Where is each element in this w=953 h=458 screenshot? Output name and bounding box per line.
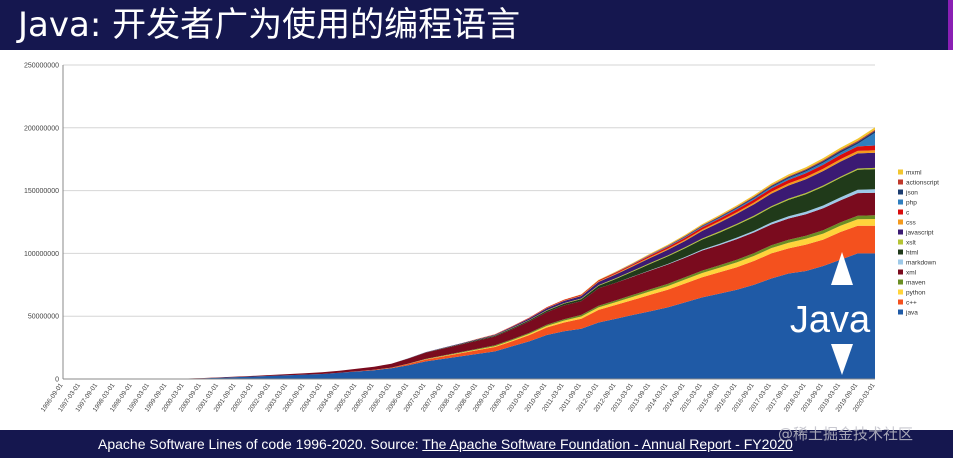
legend-label: mxml [906,170,922,177]
legend-label: php [906,200,917,207]
chart-legend: mxml actionscript json php c css javascript xsl… [898,169,939,317]
chart-axes [62,65,875,380]
legend-swatch [898,179,903,185]
legend-swatch [898,269,903,275]
legend-label: javascript [905,230,934,237]
legend-swatch [898,299,903,305]
legend-swatch [898,209,903,215]
y-tick-label: 250000000 [24,63,59,70]
x-axis-ticks: 1996-09-011997-03-011997-09-011998-03-01… [40,382,877,414]
legend-swatch [898,189,903,195]
footer-source: Apache Software Lines of code 1996-2020.… [98,434,793,454]
legend-item: xslt [898,239,916,247]
java-annotation: Java [790,252,871,375]
slide-footer [0,430,953,458]
legend-item: mxml [898,169,922,177]
legend-label: xslt [906,240,916,247]
watermark: @稀土掘金技术社区 [778,425,914,443]
legend-label: maven [906,280,926,287]
legend-swatch [898,169,903,175]
legend-item: java [898,309,918,317]
legend-item: markdown [898,259,936,267]
legend-label: xml [906,270,917,277]
legend-item: c [898,209,910,217]
legend-swatch [898,289,903,295]
legend-swatch [898,199,903,205]
y-tick-label: 100000000 [24,251,59,258]
legend-swatch [898,259,903,265]
legend-item: xml [898,269,917,277]
legend-item: html [898,249,919,257]
legend-item: php [898,199,917,207]
legend-label: actionscript [906,180,939,187]
legend-item: json [898,189,918,197]
legend-label: python [906,290,926,297]
legend-item: c++ [898,299,917,307]
down-arrow-icon [831,344,853,375]
legend-item: javascript [898,229,934,237]
legend-label: c [906,210,910,217]
header-accent-bar [948,0,953,50]
legend-label: css [906,220,917,227]
legend-swatch [898,219,903,225]
legend-label: java [905,310,918,317]
legend-label: c++ [906,300,917,307]
slide-title: Java: 开发者广为使用的编程语言 [18,5,521,45]
legend-swatch [898,229,903,235]
source-link[interactable]: The Apache Software Foundation - Annual … [422,436,793,452]
legend-label: json [905,190,918,197]
y-tick-label: 200000000 [24,125,59,132]
legend-label: markdown [906,260,936,267]
legend-item: css [898,219,917,227]
legend-swatch [898,279,903,285]
legend-swatch [898,309,903,315]
series-area-java [63,253,875,379]
legend-swatch [898,239,903,245]
up-arrow-icon [831,252,853,285]
chart-areas [63,127,875,380]
y-tick-label: 50000000 [28,314,59,321]
y-tick-label: 150000000 [24,188,59,195]
legend-swatch [898,249,903,255]
java-label: Java [790,299,871,341]
slide-header [0,0,953,50]
legend-item: maven [898,279,926,287]
y-tick-label: 0 [55,377,59,384]
lines-of-code-chart: 0 50000000 100000000 150000000 200000000 2500… [24,63,939,414]
legend-label: html [906,250,919,257]
legend-item: actionscript [898,179,939,187]
legend-item: python [898,289,926,297]
footer-prefix: Apache Software Lines of code 1996-2020.… [98,436,423,452]
y-axis-ticks: 0 50000000 100000000 150000000 200000000 2500… [24,63,59,384]
